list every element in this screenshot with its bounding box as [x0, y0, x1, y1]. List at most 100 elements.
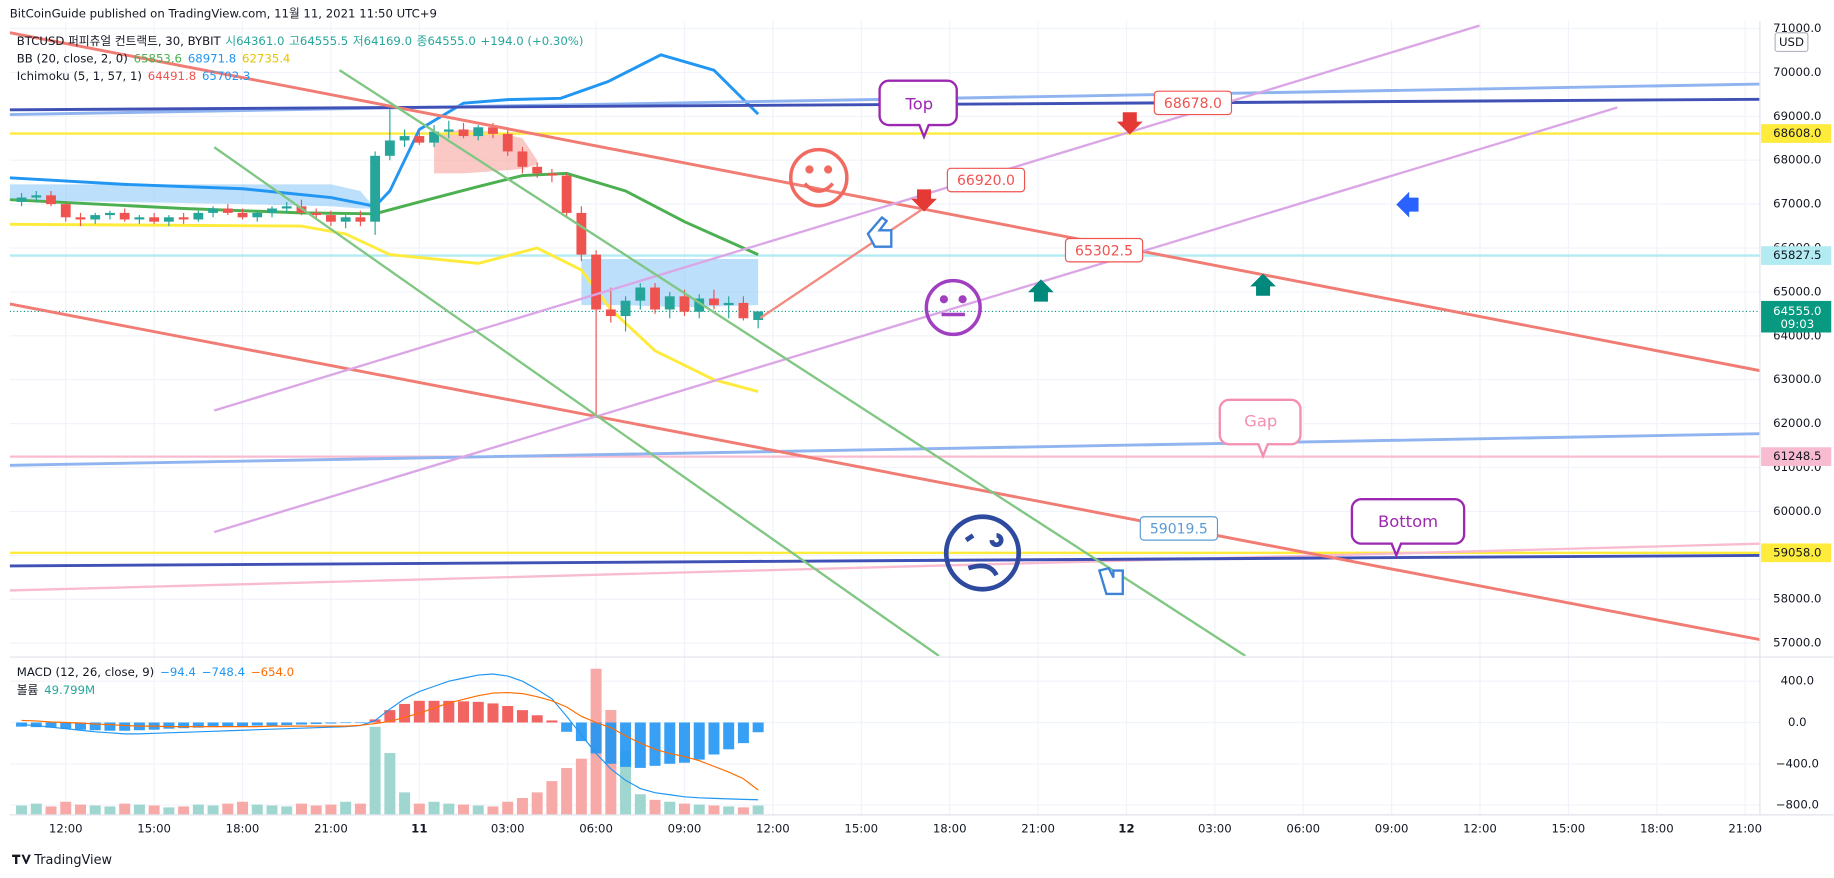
histogram-bar — [723, 722, 735, 750]
volume-bar — [737, 807, 749, 815]
volume-bar — [354, 803, 366, 815]
volume-bar — [369, 726, 381, 815]
histogram-bar — [516, 710, 528, 723]
candle-body — [679, 296, 690, 312]
histogram-bar — [546, 720, 558, 723]
volume-bar — [531, 792, 543, 815]
histogram-bar — [266, 722, 278, 726]
note-box — [1064, 237, 1144, 263]
histogram-bar — [163, 722, 175, 729]
candle-body — [561, 175, 572, 213]
volume-bar — [310, 805, 322, 815]
candle-body — [488, 127, 498, 134]
histogram-bar — [575, 722, 587, 742]
candle-body — [237, 212, 248, 218]
legend-item: −748.4 — [202, 665, 245, 679]
hand-pointer — [866, 215, 1124, 596]
trend-line — [9, 432, 1760, 467]
x-tick-label: 15:00 — [844, 821, 878, 835]
smiley-dizzy — [943, 514, 1022, 592]
volume-bar — [60, 801, 72, 815]
histogram-bar — [340, 722, 352, 724]
legend-item: MACD (12, 26, close, 9) — [17, 665, 154, 679]
legend-item: 62735.4 — [242, 51, 290, 65]
trend-line — [9, 553, 1760, 568]
volume-bar — [752, 805, 764, 815]
histogram-bar — [104, 722, 116, 731]
x-tick-label: 12:00 — [1463, 821, 1497, 835]
histogram-bar — [119, 722, 131, 731]
volume-bar — [251, 804, 263, 815]
candle-body — [31, 195, 42, 198]
y-tick-label: 67000.0 — [1773, 197, 1821, 211]
note-text: 66920.0 — [957, 173, 1015, 189]
legend-row: BTCUSD 퍼피츄얼 컨트랙트, 30, BYBIT 시64361.0 고6455… — [17, 33, 584, 47]
legend-item: 65702.3 — [202, 68, 250, 82]
candle-body — [458, 129, 469, 137]
histogram-bar — [207, 722, 219, 728]
histogram-bar — [310, 722, 322, 725]
callout-text: Bottom — [1378, 512, 1438, 531]
callout — [1350, 498, 1466, 559]
candle-body — [16, 197, 27, 202]
volume-bar — [723, 806, 735, 815]
x-tick-label: 15:00 — [1552, 821, 1586, 835]
volume-bar — [45, 806, 57, 815]
volume-bar — [679, 803, 690, 815]
histogram-bar — [502, 705, 514, 723]
annotations: Top Gap Bottom 66920.0 68678.0 65302.5 5… — [788, 79, 1466, 596]
level-tag — [1761, 543, 1832, 563]
volume-bar — [472, 805, 484, 815]
legend-item: 고64555.5 — [289, 33, 348, 47]
candle-body — [370, 155, 381, 222]
volume-bar — [222, 803, 234, 815]
legend-item: −654.0 — [251, 665, 294, 679]
histogram-bar — [649, 722, 661, 766]
candle-body — [208, 208, 218, 213]
legend-row: Ichimoku (5, 1, 57, 1) 64491.8 65702.3 — [17, 68, 251, 82]
histogram-bar — [281, 722, 293, 726]
y-tick-label: 0.0 — [1788, 715, 1807, 729]
arrow-up — [1028, 279, 1054, 302]
volume-bar — [295, 803, 307, 815]
x-tick-label: 09:00 — [668, 821, 702, 835]
volume-bar — [428, 801, 440, 815]
histogram-bar — [74, 722, 86, 730]
x-tick-label: 06:00 — [579, 821, 613, 835]
arrow-up — [1250, 273, 1276, 296]
candle-body — [576, 212, 587, 255]
candle-body — [281, 206, 292, 209]
candle-body — [267, 208, 277, 213]
y-tick-label: 400.0 — [1781, 674, 1814, 688]
histogram-bar — [251, 722, 263, 726]
trend-line — [213, 106, 1618, 534]
volume-bar — [148, 805, 160, 815]
volume-bar — [575, 758, 587, 815]
y-tick-label: 65000.0 — [1773, 284, 1821, 298]
legend-item: 시64361.0 — [225, 33, 284, 47]
legend-item: 68971.8 — [188, 51, 236, 65]
trend-line — [9, 542, 1760, 592]
volume-bar — [104, 806, 116, 815]
candle-body — [105, 212, 115, 216]
candle-body — [738, 302, 749, 319]
candle-body — [222, 208, 233, 213]
callout-text: Top — [905, 95, 934, 114]
histogram-bar — [60, 722, 72, 729]
volume-bar — [634, 794, 646, 815]
trend-line — [213, 146, 940, 656]
callout-text: Gap — [1244, 412, 1277, 431]
countdown: 09:03 — [1780, 317, 1814, 331]
note-text: 68678.0 — [1164, 96, 1222, 112]
histogram-bar — [664, 722, 676, 764]
note-text: 59019.5 — [1150, 522, 1208, 538]
footer: TradingView — [33, 853, 112, 868]
legend-item: 저64169.0 — [353, 33, 412, 47]
histogram-bar — [443, 700, 455, 723]
y-tick-label: 70000.0 — [1773, 65, 1821, 79]
candle-body — [502, 133, 513, 152]
candle-body — [546, 173, 557, 176]
level-tag — [1761, 246, 1832, 265]
